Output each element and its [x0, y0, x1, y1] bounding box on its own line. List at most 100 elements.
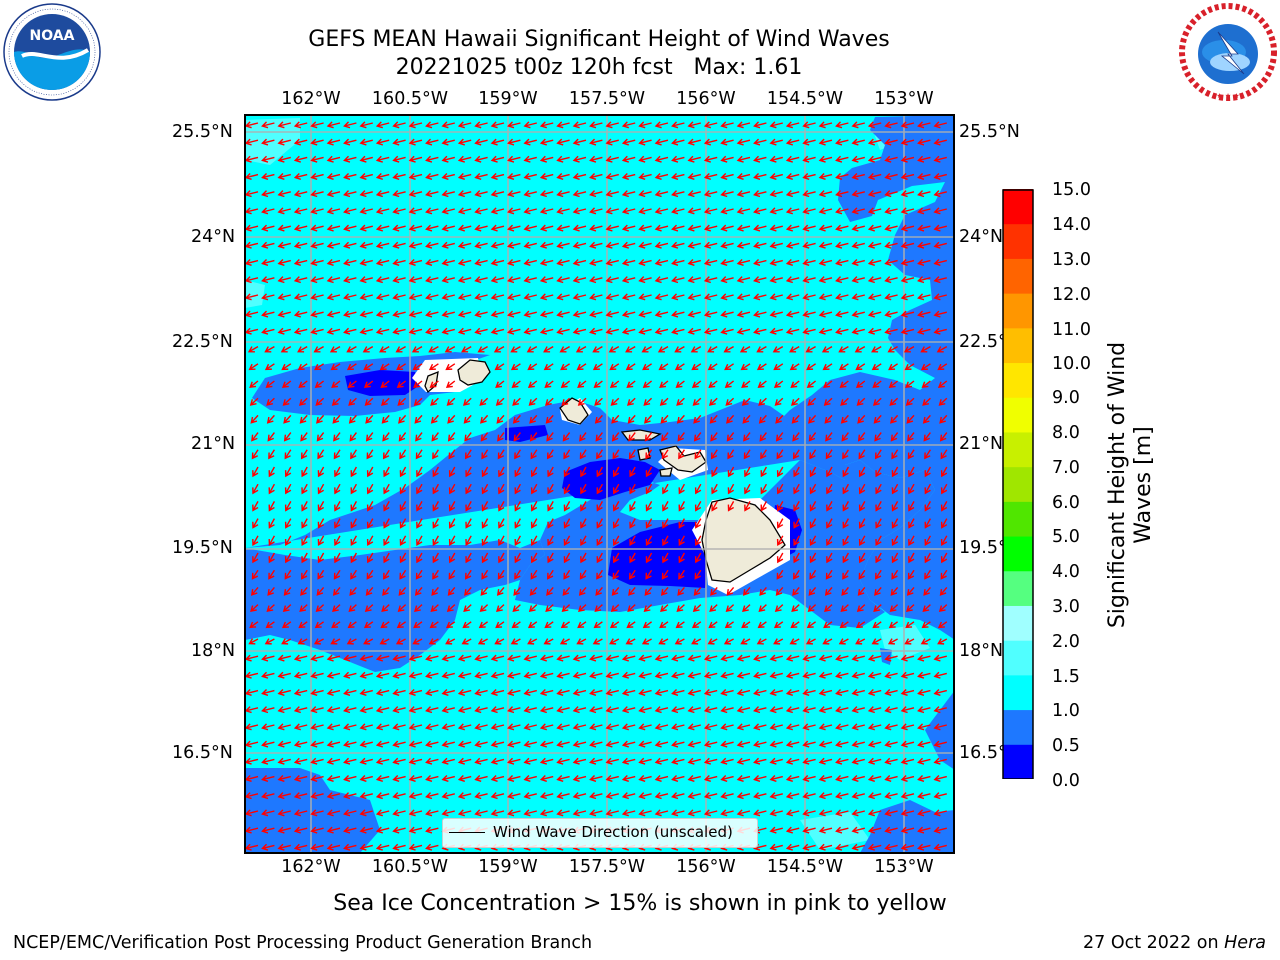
wave-direction-arrow [842, 466, 850, 478]
wave-direction-arrow [432, 449, 439, 460]
wave-direction-arrow [490, 327, 505, 335]
wave-direction-arrow [638, 155, 652, 163]
wave-direction-arrow [891, 501, 899, 512]
wave-direction-arrow [593, 380, 603, 389]
wave-direction-arrow [626, 397, 636, 406]
wave-direction-arrow [654, 138, 669, 146]
wave-direction-arrow [395, 638, 406, 645]
wave-direction-arrow [769, 241, 783, 249]
wave-direction-arrow [375, 826, 390, 834]
wave-direction-arrow [572, 757, 587, 765]
wave-direction-arrow [381, 414, 390, 424]
wave-direction-arrow [359, 757, 373, 765]
wave-direction-arrow [605, 671, 619, 679]
wave-direction-arrow [577, 397, 587, 406]
wave-direction-arrow [703, 241, 718, 249]
wave-direction-arrow [806, 363, 816, 371]
wave-direction-arrow [851, 327, 865, 335]
wave-direction-arrow [612, 535, 620, 546]
wave-direction-arrow [580, 466, 587, 478]
wave-direction-arrow [261, 121, 275, 129]
wave-direction-arrow [261, 671, 275, 679]
wave-direction-arrow [547, 483, 554, 495]
wave-direction-arrow [530, 569, 538, 580]
wave-direction-arrow [940, 552, 948, 564]
wave-direction-arrow [835, 121, 849, 129]
wave-direction-arrow [293, 155, 308, 163]
wave-direction-arrow [842, 569, 849, 580]
wave-direction-arrow [802, 258, 816, 266]
colorbar-block [1003, 327, 1033, 364]
wave-direction-arrow [362, 345, 374, 353]
wave-direction-arrow [753, 688, 767, 696]
wave-direction-arrow [474, 723, 488, 731]
wave-direction-arrow [447, 586, 456, 596]
wave-direction-arrow [392, 121, 406, 129]
wave-direction-arrow [727, 483, 735, 495]
wave-direction-arrow [490, 224, 505, 232]
wave-direction-arrow [300, 432, 308, 442]
wave-direction-arrow [313, 345, 324, 353]
wave-direction-arrow [608, 345, 620, 353]
wave-direction-arrow [785, 293, 800, 301]
wave-direction-arrow [875, 483, 882, 495]
wave-direction-arrow [773, 638, 784, 645]
wave-direction-arrow [933, 671, 947, 679]
wave-direction-arrow [249, 397, 259, 406]
wave-direction-arrow [589, 310, 603, 318]
colorbar-tick: 6.0 [1052, 493, 1080, 513]
wave-direction-arrow [364, 604, 374, 613]
wave-direction-arrow [277, 207, 291, 215]
wave-direction-arrow [658, 363, 669, 371]
wave-direction-arrow [703, 757, 718, 765]
wave-direction-arrow [343, 138, 357, 146]
wave-direction-arrow [687, 723, 701, 731]
wave-direction-arrow [529, 414, 538, 424]
wave-direction-arrow [905, 380, 915, 389]
wave-direction-arrow [457, 792, 472, 800]
wave-direction-arrow [736, 654, 751, 662]
wave-direction-arrow [933, 757, 947, 765]
wave-direction-arrow [933, 706, 947, 714]
wave-direction-arrow [293, 207, 308, 215]
wave-direction-arrow [539, 310, 554, 318]
wave-direction-arrow [408, 241, 423, 249]
wave-direction-arrow [293, 723, 308, 731]
wave-direction-arrow [727, 449, 735, 460]
wave-direction-arrow [854, 345, 866, 353]
wave-direction-arrow [441, 293, 455, 301]
wave-direction-arrow [744, 466, 751, 478]
wave-direction-arrow [284, 483, 292, 495]
wave-direction-arrow [539, 688, 554, 696]
wave-direction-arrow [359, 774, 373, 782]
wave-field-1.5-2m [800, 812, 870, 850]
wave-direction-arrow [654, 774, 669, 782]
wave-direction-arrow [900, 155, 915, 163]
wave-direction-arrow [375, 224, 390, 232]
wave-direction-arrow [621, 688, 636, 696]
wave-direction-arrow [638, 121, 652, 129]
wave-direction-arrow [703, 172, 718, 180]
lon-tick-bottom: 157.5°W [568, 857, 646, 877]
wave-direction-arrow [425, 706, 439, 714]
wave-direction-arrow [396, 380, 407, 389]
wave-direction-arrow [399, 569, 407, 580]
wave-direction-arrow [408, 671, 423, 679]
wave-direction-arrow [875, 501, 882, 512]
wave-direction-arrow [396, 363, 406, 371]
wave-direction-arrow [900, 241, 915, 249]
wave-direction-arrow [457, 155, 472, 163]
wave-direction-arrow [612, 569, 620, 580]
wave-direction-arrow [425, 138, 439, 146]
wave-direction-arrow [753, 258, 767, 266]
wave-direction-arrow [875, 552, 882, 564]
wave-direction-arrow [382, 449, 390, 460]
wave-direction-arrow [773, 621, 784, 629]
wave-direction-arrow [835, 207, 849, 215]
wave-direction-arrow [415, 449, 423, 460]
wave-direction-arrow [841, 432, 849, 442]
wave-direction-arrow [759, 586, 767, 596]
wave-direction-arrow [674, 363, 685, 371]
wave-direction-arrow [429, 380, 439, 389]
wave-direction-arrow [818, 190, 833, 198]
